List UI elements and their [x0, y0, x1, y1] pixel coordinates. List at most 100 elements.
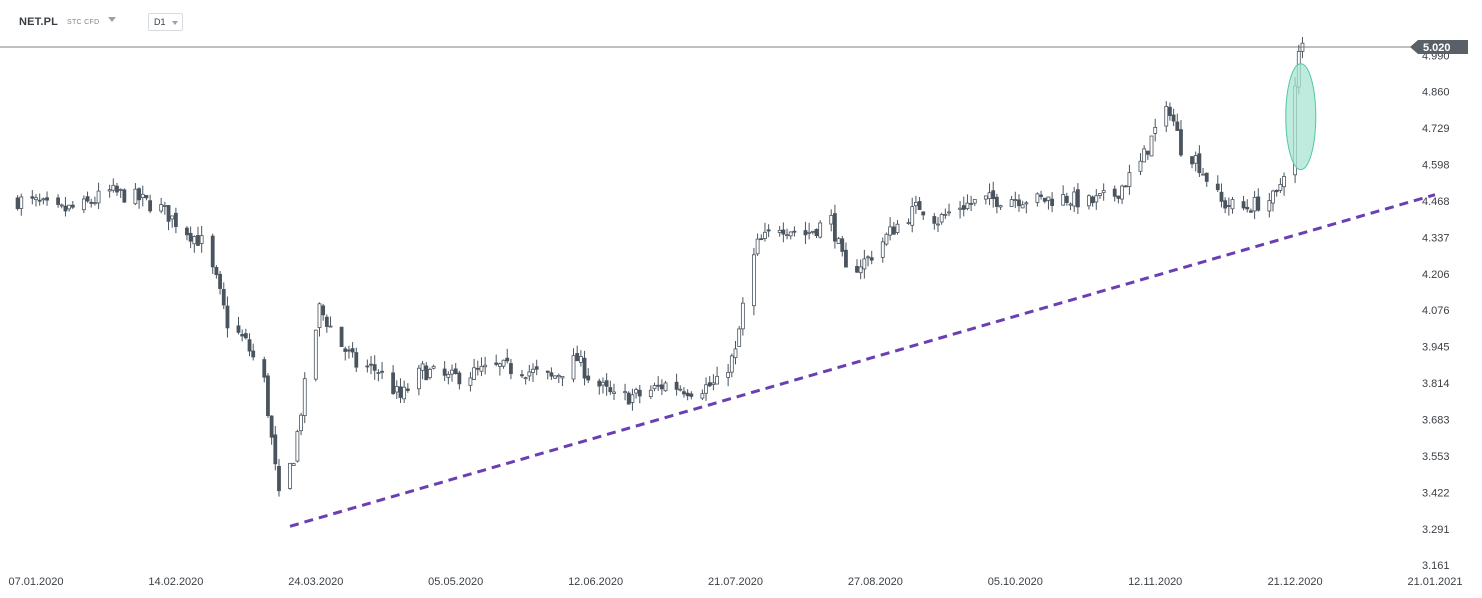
- instrument-type[interactable]: STC CFD: [67, 19, 100, 26]
- x-tick-label: 12.06.2020: [568, 576, 623, 588]
- candle-body-up: [450, 369, 454, 375]
- candle-body-up: [560, 376, 565, 379]
- candle-body-up: [858, 266, 863, 274]
- x-tick-label: 21.12.2020: [1268, 576, 1323, 588]
- candle-body-down: [921, 211, 926, 216]
- candle-body-up: [1072, 191, 1077, 207]
- candle-body-up: [785, 234, 789, 237]
- candle-body-down: [236, 325, 241, 333]
- candle-body-down: [1223, 200, 1228, 209]
- candle-body-down: [1064, 195, 1069, 203]
- candle-body-up: [1098, 193, 1102, 196]
- candle-body-down: [350, 348, 355, 353]
- candle-body-down: [969, 203, 974, 205]
- candle-body-up: [829, 215, 834, 225]
- candle-body-up: [376, 372, 381, 375]
- candle-body-down: [339, 326, 344, 347]
- candle-body-down: [240, 333, 245, 337]
- candle-body-down: [1215, 183, 1220, 191]
- candle-body-down: [840, 238, 845, 252]
- candle-body-down: [85, 196, 90, 202]
- timeframe-select[interactable]: D1: [148, 13, 183, 31]
- candle-body-up: [302, 378, 307, 416]
- candle-body-down: [1039, 194, 1043, 197]
- candle-body-down: [575, 353, 580, 362]
- y-axis: 4.9904.8604.7294.5984.4684.3374.2064.076…: [1410, 40, 1468, 572]
- candle-body-down: [137, 188, 141, 201]
- candle-body-down: [505, 357, 510, 362]
- candle-body-up: [446, 373, 451, 378]
- candle-body-up: [663, 382, 668, 392]
- candle-body-down: [1112, 188, 1117, 197]
- candle-body-up: [939, 214, 944, 223]
- candle-body-up: [652, 385, 657, 390]
- candle-body-up: [1142, 148, 1147, 163]
- candle-body-up: [733, 348, 738, 359]
- candle-body-down: [37, 199, 42, 202]
- candle-body-down: [398, 386, 403, 398]
- candle-body-up: [880, 241, 885, 258]
- candle-body-up: [623, 391, 627, 394]
- candle-body-down: [1249, 210, 1253, 213]
- y-tick-label: 4.468: [1422, 196, 1450, 208]
- candle-body-down: [991, 190, 996, 200]
- candle-body-down: [1171, 114, 1176, 122]
- candle-body-up: [958, 207, 962, 210]
- candle-body-down: [148, 200, 153, 212]
- candle-body-down: [266, 375, 270, 417]
- candle-body-down: [115, 185, 119, 193]
- symbol-name[interactable]: NET.PL: [19, 16, 59, 28]
- candle-body-up: [648, 389, 653, 398]
- candle-body-down: [30, 196, 35, 199]
- candle-body-down: [833, 213, 837, 242]
- candle-body-down: [251, 350, 256, 358]
- candle-body-down: [781, 229, 786, 235]
- candle-body-up: [755, 238, 760, 255]
- candle-body-up: [34, 197, 38, 201]
- candle-body-up: [612, 391, 616, 394]
- candle-body-up: [818, 222, 823, 238]
- candle-body-up: [428, 368, 432, 378]
- candle-body-down: [369, 363, 373, 366]
- candle-body-up: [972, 199, 977, 204]
- candle-body-down: [1145, 150, 1150, 155]
- x-tick-label: 05.10.2020: [988, 576, 1043, 588]
- candle-body-down: [262, 359, 267, 378]
- candle-body-up: [420, 363, 425, 371]
- candle-body-up: [947, 211, 951, 214]
- candle-body-down: [225, 305, 230, 329]
- candle-body-down: [685, 392, 690, 397]
- candle-body-up: [777, 229, 782, 233]
- candle-body-down: [1090, 196, 1095, 204]
- candle-body-up: [118, 188, 123, 191]
- timeframe-value: D1: [154, 17, 166, 27]
- candle-body-down: [221, 289, 226, 306]
- y-tick-label: 4.206: [1422, 269, 1450, 281]
- candle-body-down: [247, 339, 252, 352]
- candle-body-up: [19, 196, 24, 209]
- candle-body-up: [288, 462, 292, 489]
- candle-body-down: [545, 370, 550, 373]
- candle-body-down: [243, 333, 248, 339]
- current-price-label: 5.020: [1423, 42, 1451, 54]
- candle-body-up: [531, 368, 535, 373]
- candle-body-up: [700, 393, 705, 399]
- candle-body-up: [862, 258, 867, 270]
- candle-body-down: [674, 381, 679, 390]
- candle-body-up: [170, 215, 175, 220]
- candle-body-up: [41, 198, 46, 201]
- overlay-layer: [0, 46, 1436, 528]
- symbol-dropdown-chevron-down-icon[interactable]: [108, 17, 116, 22]
- candle-body-down: [637, 389, 642, 397]
- candle-body-up: [431, 365, 436, 369]
- candle-body-down: [89, 201, 94, 204]
- candle-body-up: [299, 414, 303, 432]
- candle-body-down: [1017, 199, 1021, 207]
- candle-body-up: [715, 375, 719, 385]
- candle-body-down: [759, 238, 764, 241]
- candle-body-down: [457, 372, 462, 385]
- candle-body-up: [291, 463, 296, 466]
- candle-body-up: [601, 381, 605, 386]
- candle-body-up: [1087, 195, 1091, 207]
